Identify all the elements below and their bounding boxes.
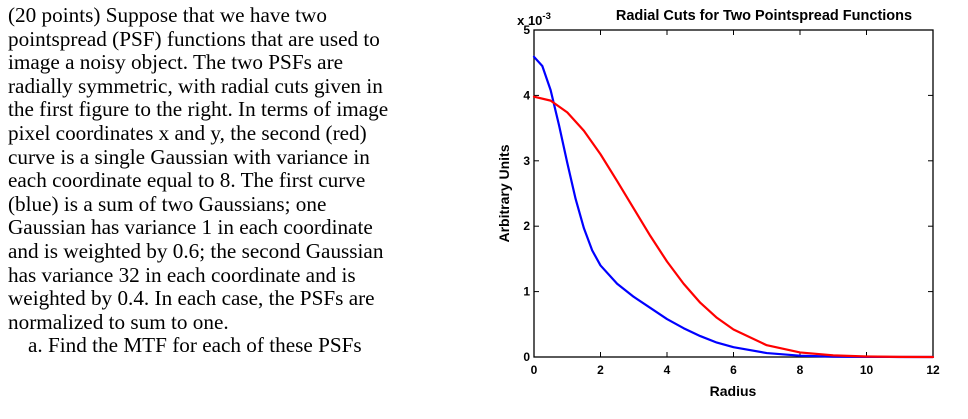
problem-line: normalized to sum to one. xyxy=(8,309,229,334)
y-tick-label: 0 xyxy=(523,350,530,364)
x-tick-label: 6 xyxy=(730,363,737,377)
x-tick-label: 8 xyxy=(797,363,804,377)
x-axis-label: Radius xyxy=(710,383,757,399)
y-tick-label: 1 xyxy=(523,285,530,299)
series-line-blue xyxy=(532,55,935,359)
y-ticks: 0 1 2 3 4 5 xyxy=(523,23,933,364)
x-tick-label: 10 xyxy=(860,363,874,377)
x-ticks: 0 2 4 6 8 10 12 xyxy=(531,30,940,377)
x-tick-label: 2 xyxy=(597,363,604,377)
y-tick-label: 3 xyxy=(523,154,530,168)
problem-line: (20 points) Suppose that we have two xyxy=(8,3,327,27)
series-line-red xyxy=(532,95,935,359)
y-tick-label: 5 xyxy=(523,23,530,37)
problem-line: has variance 32 in each coordinate and i… xyxy=(8,262,356,287)
problem-line: pointspread (PSF) functions that are use… xyxy=(8,26,380,51)
problem-line: image a noisy object. The two PSFs are xyxy=(8,50,344,75)
problem-line: pixel coordinates x and y, the second (r… xyxy=(8,120,367,145)
x-tick-label: 0 xyxy=(531,363,538,377)
series-group xyxy=(532,55,935,359)
problem-line: curve is a single Gaussian with variance… xyxy=(8,144,370,169)
y-axis-label: Arbitrary Units xyxy=(496,144,512,242)
x-tick-label: 4 xyxy=(664,363,671,377)
problem-line: the first figure to the right. In terms … xyxy=(8,97,389,122)
problem-line: and is weighted by 0.6; the second Gauss… xyxy=(8,238,384,263)
x-tick-label: 12 xyxy=(926,363,940,377)
problem-line: radially symmetric, with radial cuts giv… xyxy=(8,73,383,98)
exponent-label: x 10-3 xyxy=(517,11,551,28)
problem-line: Gaussian has variance 1 in each coordina… xyxy=(8,215,373,240)
y-tick-label: 4 xyxy=(523,88,530,102)
subquestion-a: a. Find the MTF for each of these PSFs xyxy=(28,333,362,358)
y-tick-label: 2 xyxy=(523,219,530,233)
problem-line: weighted by 0.4. In each case, the PSFs … xyxy=(8,286,375,311)
problem-statement: (20 points) Suppose that we have two poi… xyxy=(8,3,470,358)
plot-area xyxy=(533,29,934,358)
problem-line: (blue) is a sum of two Gaussians; one xyxy=(8,191,327,216)
problem-line: each coordinate equal to 8. The first cu… xyxy=(8,168,366,193)
chart-title: Radial Cuts for Two Pointspread Function… xyxy=(616,8,912,24)
